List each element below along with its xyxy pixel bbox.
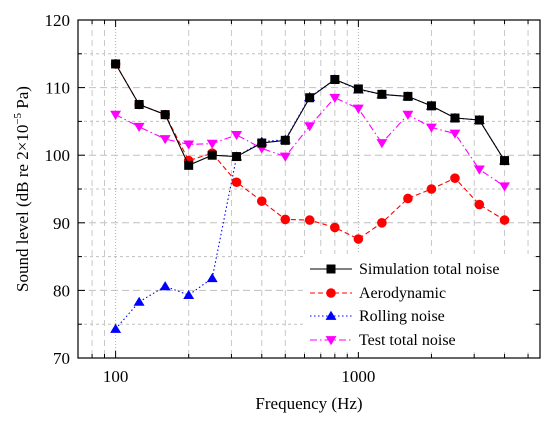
data-point [426,101,436,111]
data-point [160,110,170,120]
data-point [474,115,484,125]
y-tick-label: 100 [45,146,71,165]
data-point [330,222,340,233]
y-tick-label: 120 [45,11,71,30]
legend-label: Rolling noise [359,308,445,325]
x-axis-title: Frequency (Hz) [255,394,362,413]
series-layer [110,59,510,333]
data-point [353,84,363,94]
legend: Simulation total noise Aerodynamic Rolling… [303,254,532,352]
data-point [352,104,364,114]
legend-label: Test total noise [359,332,456,349]
data-point [330,74,340,84]
x-tick-label: 1000 [341,367,375,386]
data-point [231,131,243,141]
data-point [159,135,171,145]
series-4 [110,93,510,192]
data-point [206,139,218,149]
data-point [232,152,242,162]
legend-box [303,254,532,352]
data-point [450,113,460,123]
data-point [499,215,510,225]
legend-marker [325,336,337,346]
legend-marker [326,264,336,274]
data-point [402,110,414,120]
y-tick-label: 70 [53,349,70,368]
axis-tick-labels: 70 80 90 100 110 120 100 1000 [45,11,376,386]
data-point [110,323,122,333]
data-point [403,91,413,101]
y-axis-title-exponent: −5 [12,112,24,124]
data-point [183,140,195,150]
series-1 [111,59,510,170]
data-point [474,199,485,210]
y-axis-title-part3: Pa) [13,86,32,113]
data-point [110,110,122,120]
y-tick-label: 80 [53,281,70,300]
axis-ticks [78,19,540,359]
data-point [329,93,341,103]
data-point [499,182,510,192]
data-point [159,281,171,291]
data-point [449,129,461,139]
series-line [115,63,505,167]
series-line [115,63,505,240]
data-point [403,193,413,204]
data-point [183,289,195,300]
y-tick-label: 110 [45,79,70,98]
legend-marker [326,288,336,298]
data-point [304,215,315,225]
x-tick-label: 100 [103,367,129,386]
data-point [304,122,316,132]
data-point [426,184,437,194]
data-point [256,196,267,206]
data-point [377,89,387,99]
data-point [184,160,194,170]
data-point [133,296,145,306]
legend-label: Simulation total noise [359,261,499,278]
legend-label: Aerodynamic [359,285,446,302]
data-point [280,214,291,225]
data-point [280,135,290,145]
data-point [207,150,217,160]
y-axis-title-part1: Sound level (dB re 2×10 [13,125,32,292]
data-point [279,152,291,162]
data-point [231,177,242,188]
data-point [353,234,364,244]
data-point [376,139,388,149]
data-point [111,59,121,69]
legend-marker [325,310,337,320]
y-tick-label: 90 [53,214,70,233]
data-point [305,93,315,103]
data-point [500,156,510,166]
data-point [133,122,145,133]
data-point [425,123,437,133]
series-2 [110,59,510,244]
data-point [450,173,460,183]
series-line [115,97,505,187]
data-point [134,100,144,109]
data-point [377,218,387,228]
data-point [473,165,485,175]
y-axis-title: Sound level (dB re 2×10−5 Pa) [12,86,32,292]
data-point [257,138,267,148]
data-point [206,273,218,283]
